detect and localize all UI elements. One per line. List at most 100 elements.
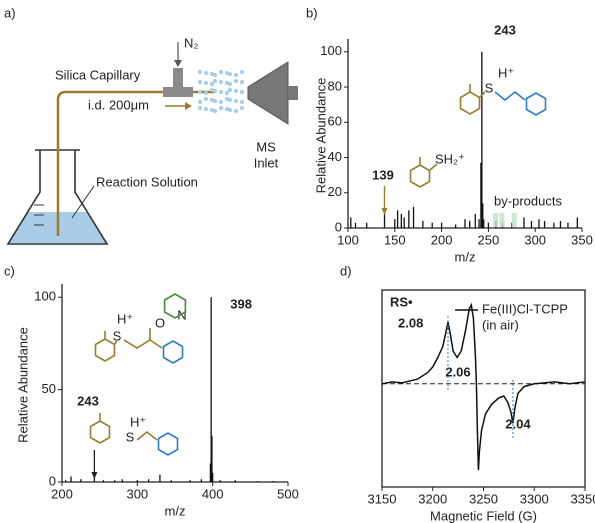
annotation: H⁺ xyxy=(498,65,514,80)
y-tick-label: 40 xyxy=(328,149,342,164)
x-tick-label: 200 xyxy=(51,486,73,501)
y-tick-label: 100 xyxy=(320,43,342,58)
annotation: S xyxy=(113,328,122,343)
annotation: SH₂⁺ xyxy=(435,151,465,166)
spray-droplet xyxy=(233,78,239,84)
y-tick-label: 0 xyxy=(49,473,56,488)
panel-label: d) xyxy=(340,263,352,278)
panel-label: a) xyxy=(4,5,16,20)
ring xyxy=(89,420,111,444)
spray-droplet xyxy=(233,88,239,94)
annotation: 2.08 xyxy=(398,315,423,330)
spray-droplet xyxy=(227,87,233,93)
spray-droplet xyxy=(239,89,245,95)
spray-droplet xyxy=(203,106,209,112)
spray-droplet xyxy=(212,72,218,78)
spray-droplet xyxy=(239,69,245,75)
annotation: 2.04 xyxy=(505,416,531,431)
x-tick-label: 400 xyxy=(202,486,224,501)
annotation: 2.06 xyxy=(445,364,470,379)
annotation: 139 xyxy=(372,167,394,182)
y-tick-label: 80 xyxy=(328,78,342,93)
annotation: 243 xyxy=(494,22,516,37)
y-tick-label: 60 xyxy=(328,114,342,129)
x-tick-label: 3350 xyxy=(571,491,595,506)
spray-droplet xyxy=(203,96,209,102)
annotation: H⁺ xyxy=(117,311,133,326)
by-product-highlight xyxy=(499,213,505,227)
spray-droplet xyxy=(239,105,245,111)
y-tick-label: 50 xyxy=(42,381,56,396)
annotation: RS• xyxy=(390,294,413,309)
by-product-highlight xyxy=(492,213,498,227)
panel-label: c) xyxy=(4,263,15,278)
y-axis-title: Relative Abundance xyxy=(15,327,30,443)
leader xyxy=(71,185,95,219)
ring xyxy=(163,293,187,319)
annotation: S xyxy=(126,429,135,444)
annotation: by-products xyxy=(494,193,562,208)
annotation: H⁺ xyxy=(130,414,146,429)
spray-droplet xyxy=(233,72,239,78)
flow-arrow-head xyxy=(185,102,192,110)
x-axis-title: m/z xyxy=(165,503,186,518)
ms-label: Inlet xyxy=(254,155,279,170)
x-tick-label: 150 xyxy=(384,232,406,247)
tee-fitting xyxy=(163,87,193,97)
annotation: 398 xyxy=(230,296,252,311)
ring xyxy=(525,92,547,116)
bond xyxy=(479,91,486,98)
ring xyxy=(409,164,431,188)
annotation: (in air) xyxy=(482,317,519,332)
spray-droplet xyxy=(203,80,209,86)
annotation: O xyxy=(155,315,165,330)
spray-droplet xyxy=(233,108,239,114)
spray-droplet xyxy=(212,98,218,104)
diameter-label: i.d. 200μm xyxy=(88,97,149,112)
bond xyxy=(149,339,163,349)
x-tick-label: 100 xyxy=(337,232,359,247)
annotation: N xyxy=(177,307,186,322)
spray-droplet xyxy=(227,81,233,87)
x-axis-title: m/z xyxy=(455,249,476,264)
ring xyxy=(459,91,481,115)
ring xyxy=(162,340,184,364)
x-tick-label: 3200 xyxy=(418,491,447,506)
annotation: 243 xyxy=(77,393,99,408)
ring xyxy=(94,338,116,362)
bond xyxy=(123,339,151,349)
spray-droplet xyxy=(239,79,245,85)
spray-droplet xyxy=(212,108,218,114)
arrow-head xyxy=(381,208,388,215)
gas-label: N₂ xyxy=(184,35,198,50)
x-tick-label: 250 xyxy=(478,232,500,247)
spray-droplet xyxy=(203,90,209,96)
gas-arrow-head xyxy=(174,60,182,67)
flask xyxy=(6,150,109,245)
spray-droplet xyxy=(218,89,224,95)
y-tick-label: 100 xyxy=(34,289,56,304)
spray-droplet xyxy=(197,89,203,95)
spray-droplet xyxy=(218,69,224,75)
spray-droplet xyxy=(197,79,203,85)
x-tick-label: 350 xyxy=(571,232,593,247)
spectrum-line xyxy=(381,302,586,471)
by-product-highlight xyxy=(511,213,517,227)
ms-tube xyxy=(288,86,298,100)
capillary-label: Silica Capillary xyxy=(55,67,141,82)
y-tick-label: 20 xyxy=(328,184,342,199)
spray-droplet xyxy=(197,69,203,75)
annotation: S xyxy=(485,80,494,95)
spray-droplet xyxy=(239,99,245,105)
tee-inlet xyxy=(173,68,183,88)
x-tick-label: 3150 xyxy=(368,491,397,506)
solution-label: Reaction Solution xyxy=(96,174,198,189)
spray-droplet xyxy=(224,90,230,96)
spray-droplet xyxy=(227,71,233,77)
y-axis-title: Relative Abundance xyxy=(313,78,328,194)
panel-label: b) xyxy=(306,5,318,20)
spray-droplet xyxy=(209,81,215,87)
bond xyxy=(494,90,526,102)
capillary xyxy=(56,90,215,236)
spray-droplet xyxy=(227,107,233,113)
